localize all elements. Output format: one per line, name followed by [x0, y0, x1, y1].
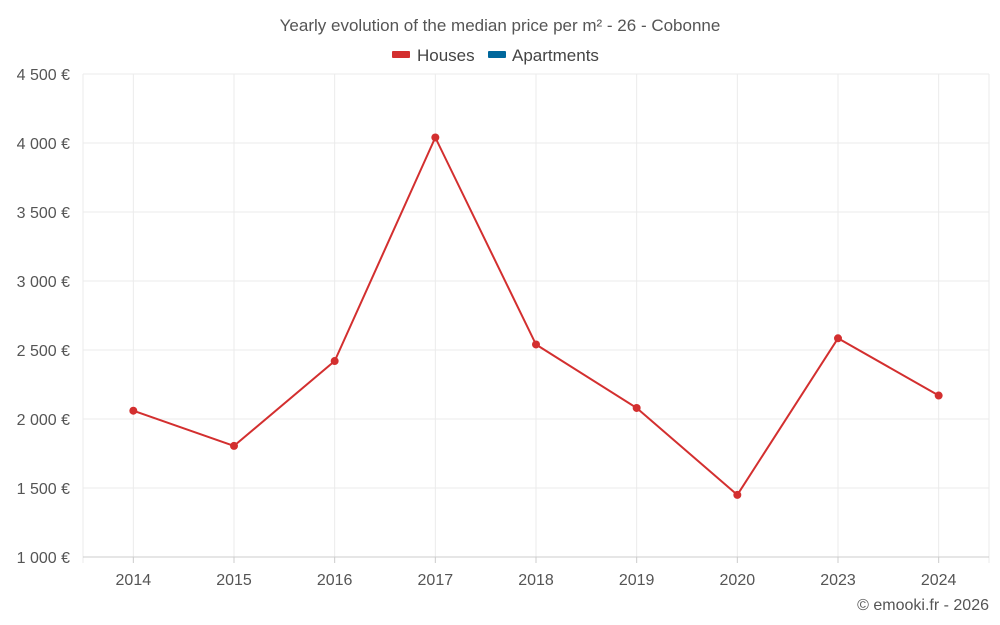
legend-label-houses: Houses: [417, 46, 475, 65]
data-point-2024[interactable]: [934, 391, 943, 400]
y-tick-label: 1 000 €: [17, 550, 70, 567]
y-tick-label: 4 000 €: [17, 136, 70, 153]
axes: 1 000 € 1 500 € 2 000 € 2 500 € 3 000 € 3 500…: [17, 67, 989, 589]
x-tick-label: 2016: [317, 572, 353, 589]
data-point-2014[interactable]: [129, 406, 138, 415]
y-tick-label: 1 500 €: [17, 481, 70, 498]
legend-label-apartments: Apartments: [512, 46, 599, 65]
x-tick-label: 2017: [418, 572, 454, 589]
data-point-2018[interactable]: [532, 340, 540, 349]
chart-title: Yearly evolution of the median price per…: [280, 16, 721, 35]
y-tick-label: 3 000 €: [17, 274, 70, 291]
legend-swatch-houses: [392, 51, 410, 58]
gridlines: [82, 73, 990, 563]
legend-item-houses[interactable]: Houses: [392, 46, 475, 65]
y-tick-label: 4 500 €: [17, 67, 70, 84]
data-point-2016[interactable]: [330, 357, 339, 366]
legend: Houses Apartments: [392, 46, 599, 65]
data-point-2023[interactable]: [834, 334, 842, 343]
credit-text: © emooki.fr - 2026: [857, 597, 989, 614]
y-tick-label: 3 500 €: [17, 205, 70, 222]
legend-item-apartments[interactable]: Apartments: [488, 46, 599, 65]
x-tick-label: 2014: [116, 572, 152, 589]
data-point-2019[interactable]: [632, 403, 641, 412]
x-tick-label: 2015: [216, 572, 252, 589]
x-tick-label: 2019: [619, 572, 655, 589]
legend-swatch-apartments: [488, 51, 506, 58]
y-tick-label: 2 500 €: [17, 343, 70, 360]
x-tick-label: 2018: [518, 572, 554, 589]
x-tick-label: 2024: [921, 572, 957, 589]
data-point-2017[interactable]: [431, 133, 440, 142]
data-point-2020[interactable]: [733, 490, 742, 499]
series-houses: [129, 133, 943, 499]
y-tick-label: 2 000 €: [17, 412, 70, 429]
data-point-2015[interactable]: [230, 441, 238, 450]
x-tick-label: 2023: [820, 572, 856, 589]
x-tick-label: 2020: [720, 572, 756, 589]
